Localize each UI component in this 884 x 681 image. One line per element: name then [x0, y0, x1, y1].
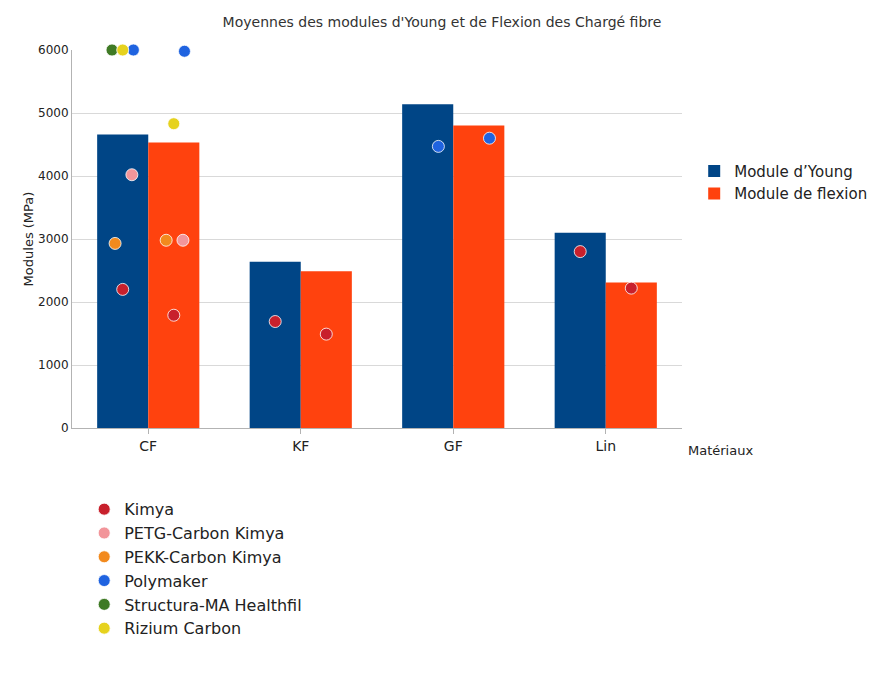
svg-text:Modules (MPa): Modules (MPa): [21, 192, 36, 287]
svg-text:PEKK-Carbon Kimya: PEKK-Carbon Kimya: [124, 548, 281, 567]
svg-text:Lin: Lin: [595, 438, 616, 454]
svg-text:Moyennes des modules d'Young e: Moyennes des modules d'Young et de Flexi…: [223, 14, 662, 30]
svg-text:4000: 4000: [38, 169, 69, 183]
svg-text:6000: 6000: [38, 43, 69, 57]
svg-text:5000: 5000: [38, 106, 69, 120]
svg-text:Module de flexion: Module de flexion: [734, 185, 867, 203]
svg-text:GF: GF: [444, 438, 463, 454]
svg-text:KF: KF: [292, 438, 309, 454]
svg-text:CF: CF: [139, 438, 157, 454]
svg-text:Structura-MA Healthfil: Structura-MA Healthfil: [124, 596, 301, 615]
svg-text:Matériaux: Matériaux: [688, 443, 753, 458]
svg-text:PETG-Carbon Kimya: PETG-Carbon Kimya: [124, 524, 284, 543]
svg-text:2000: 2000: [38, 295, 69, 309]
svg-text:1000: 1000: [38, 358, 69, 372]
svg-text:0: 0: [61, 421, 69, 435]
svg-text:3000: 3000: [38, 232, 69, 246]
svg-text:Kimya: Kimya: [124, 500, 174, 519]
svg-text:Rizium Carbon: Rizium Carbon: [124, 619, 241, 638]
svg-text:Module d’Young: Module d’Young: [734, 163, 852, 181]
svg-text:Polymaker: Polymaker: [124, 572, 208, 591]
